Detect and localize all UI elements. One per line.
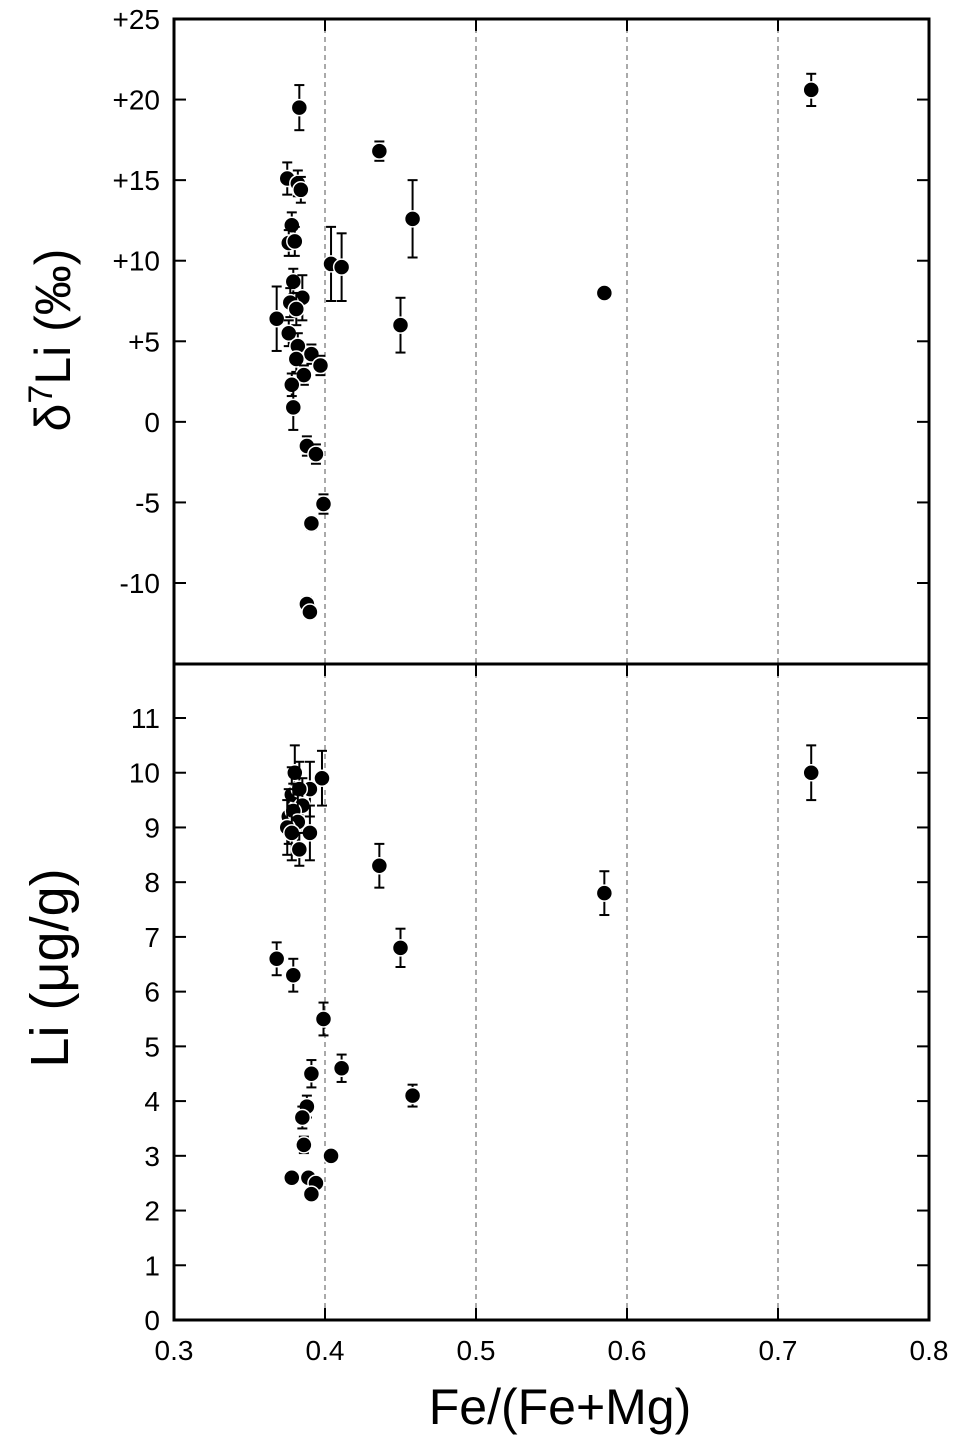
bottom-y-axis: 0 1 2 3 4 5 6 7 8 9 10 11 bbox=[129, 703, 929, 1336]
x-tick-label: 0.3 bbox=[155, 1335, 194, 1366]
top-data-point bbox=[370, 142, 389, 160]
top-data-point bbox=[802, 81, 820, 99]
top-data-point bbox=[391, 316, 410, 334]
top-vertical-gridlines bbox=[324, 19, 779, 664]
top-data-point bbox=[301, 603, 319, 621]
bottom-data-point bbox=[403, 1086, 422, 1105]
bottom-y-tick-label: 2 bbox=[144, 1196, 160, 1227]
bottom-data-point bbox=[283, 1168, 301, 1187]
top-y-tick-label: +20 bbox=[113, 85, 161, 116]
bottom-plot-frame bbox=[172, 662, 931, 1322]
top-data-point bbox=[267, 309, 286, 328]
top-data-point bbox=[302, 514, 321, 533]
bottom-data-point bbox=[267, 950, 286, 968]
top-data-point bbox=[314, 495, 333, 513]
top-data-points bbox=[267, 72, 820, 621]
x-axis: 0.3 0.4 0.5 0.6 0.7 0.8 bbox=[155, 1308, 949, 1366]
bottom-y-tick-label: 6 bbox=[144, 977, 160, 1008]
bottom-y-axis-title: Li (μg/g) bbox=[20, 868, 80, 1067]
top-data-point bbox=[332, 258, 351, 276]
top-data-point bbox=[287, 350, 306, 368]
top-y-axis-title-sup: 7 bbox=[22, 385, 60, 404]
bottom-data-point bbox=[802, 763, 820, 782]
top-y-tick-label: +15 bbox=[113, 165, 161, 196]
bottom-data-point bbox=[322, 1147, 340, 1165]
bottom-data-point bbox=[302, 1064, 321, 1083]
top-data-point bbox=[307, 445, 325, 463]
top-y-tick-label: -5 bbox=[135, 487, 160, 518]
bottom-data-point bbox=[314, 1010, 333, 1028]
bottom-data-point bbox=[313, 769, 331, 787]
bottom-y-tick-label: 1 bbox=[144, 1250, 160, 1281]
top-data-point bbox=[284, 272, 303, 291]
top-data-point bbox=[311, 356, 330, 375]
top-y-axis-title-main: δ bbox=[25, 404, 81, 432]
top-data-point bbox=[287, 300, 306, 318]
bottom-y-tick-label: 11 bbox=[131, 703, 160, 734]
bottom-vertical-gridlines bbox=[324, 664, 779, 1320]
bottom-y-tick-label: 0 bbox=[144, 1305, 160, 1336]
top-y-axis: +25 +20 +15 +10 +5 0 -5 -10 bbox=[113, 4, 929, 599]
top-data-point bbox=[286, 232, 304, 251]
bottom-data-point bbox=[595, 884, 614, 902]
bottom-data-point bbox=[284, 966, 303, 984]
x-axis-title: Fe/(Fe+Mg) bbox=[429, 1379, 692, 1435]
bottom-data-point bbox=[290, 840, 309, 859]
bottom-y-tick-label: 8 bbox=[144, 867, 160, 898]
top-y-tick-label: -10 bbox=[120, 568, 160, 599]
li-concentration-panel: 0 1 2 3 4 5 6 7 8 9 10 11 0.3 0.4 0.5 0.6 0.7 0.8 Li (μg… bbox=[20, 662, 949, 1435]
bottom-y-tick-label: 5 bbox=[144, 1031, 160, 1062]
top-data-point bbox=[292, 181, 310, 199]
bottom-data-point bbox=[295, 1136, 313, 1154]
top-data-point bbox=[403, 210, 422, 228]
top-y-tick-label: +25 bbox=[113, 4, 161, 35]
bottom-data-points bbox=[267, 744, 820, 1203]
bottom-y-tick-label: 10 bbox=[129, 758, 160, 789]
delta7li-panel: +25 +20 +15 +10 +5 0 -5 -10 δ7Li (‰) bbox=[22, 4, 931, 666]
bottom-data-point bbox=[391, 939, 410, 957]
bottom-y-tick-label: 7 bbox=[144, 922, 160, 953]
bottom-data-point bbox=[302, 1185, 321, 1203]
top-y-tick-label: +10 bbox=[113, 246, 161, 277]
bottom-y-tick-label: 9 bbox=[144, 812, 160, 843]
x-tick-label: 0.5 bbox=[457, 1335, 496, 1366]
top-data-point bbox=[595, 284, 614, 302]
x-tick-label: 0.4 bbox=[306, 1335, 345, 1366]
top-data-point bbox=[284, 398, 303, 417]
top-y-axis-title-rest: Li (‰) bbox=[25, 249, 81, 385]
top-y-tick-label: 0 bbox=[144, 407, 160, 438]
x-tick-label: 0.8 bbox=[910, 1335, 949, 1366]
top-data-point bbox=[295, 366, 313, 384]
bottom-data-point bbox=[332, 1059, 351, 1078]
bottom-y-tick-label: 4 bbox=[144, 1086, 160, 1117]
x-tick-label: 0.7 bbox=[759, 1335, 798, 1366]
top-y-axis-title: δ7Li (‰) bbox=[22, 249, 81, 432]
top-data-point bbox=[290, 98, 309, 117]
top-y-tick-label: +5 bbox=[128, 326, 160, 357]
bottom-data-point bbox=[293, 1108, 312, 1127]
x-tick-label: 0.6 bbox=[608, 1335, 647, 1366]
bottom-y-tick-label: 3 bbox=[144, 1141, 160, 1172]
bottom-data-point bbox=[370, 857, 389, 875]
